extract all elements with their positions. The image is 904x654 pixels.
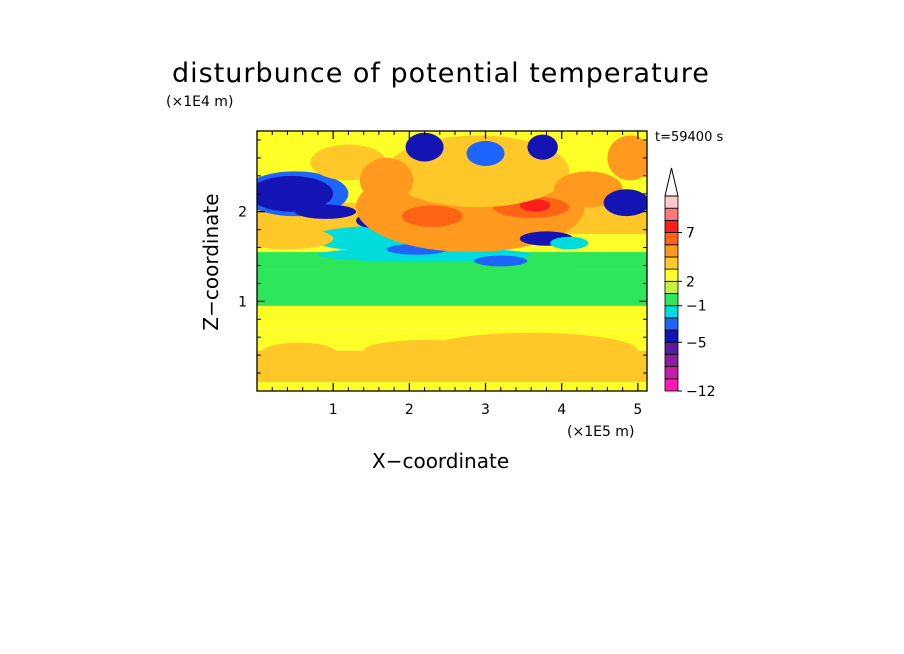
- field-region: [295, 204, 357, 219]
- field-region: [519, 199, 551, 212]
- field-region: [260, 342, 337, 365]
- colorbar-label: −5: [686, 335, 707, 351]
- colorbar-extend-arrow: [664, 167, 679, 197]
- field-region: [257, 175, 334, 212]
- y-tick-label: 1: [238, 294, 247, 310]
- x-tick-label: 4: [557, 402, 566, 418]
- colorbar-swatch: [664, 232, 679, 246]
- colorbar-label: −1: [686, 299, 707, 315]
- colorbar-swatch: [664, 219, 679, 233]
- colorbar-swatch: [664, 256, 679, 270]
- colorbar-swatch: [664, 280, 679, 294]
- colorbar-swatch: [664, 378, 679, 392]
- field-region: [401, 205, 463, 227]
- colorbar-swatch: [664, 268, 679, 282]
- y-tick-label: 2: [238, 205, 247, 221]
- colorbar-swatch: [664, 329, 679, 343]
- field-region: [603, 189, 647, 217]
- chart-title: disturbunce of potential temperature: [172, 58, 710, 89]
- axes: 1 2 3 4 5 1 2: [238, 131, 647, 418]
- field-region: [405, 132, 444, 162]
- field-region: [359, 157, 414, 203]
- x-tick-label: 5: [633, 402, 642, 418]
- colorbar-swatch: [664, 366, 679, 380]
- field-region: [363, 339, 486, 362]
- field-region: [550, 236, 589, 250]
- field-region: [466, 140, 505, 166]
- colorbar-label: 2: [686, 274, 695, 290]
- x-tick-label: 2: [405, 402, 414, 418]
- y-axis-unit: (×1E4 m): [166, 94, 234, 110]
- x-tick-label: 1: [329, 402, 338, 418]
- x-axis-unit: (×1E5 m): [567, 424, 635, 440]
- time-annotation: t=59400 s: [655, 130, 724, 145]
- colorbar-label: 7: [686, 226, 695, 242]
- field-region: [257, 227, 334, 250]
- field-band: [257, 382, 647, 391]
- colorbar: −12−5−127: [664, 167, 716, 400]
- colorbar-swatch: [664, 341, 679, 355]
- colorbar-swatch: [664, 317, 679, 331]
- colorbar-swatch: [664, 354, 679, 368]
- colorbar-swatch: [664, 305, 679, 319]
- field-band: [257, 305, 647, 329]
- field-region: [474, 255, 528, 267]
- field-region: [607, 135, 647, 181]
- field-region: [527, 134, 558, 160]
- field-region: [424, 332, 638, 369]
- colorbar-swatch: [664, 195, 679, 209]
- x-axis-label: X−coordinate: [372, 449, 510, 473]
- field-layer: [257, 131, 647, 391]
- x-tick-label: 3: [481, 402, 490, 418]
- colorbar-swatch: [664, 244, 679, 258]
- colorbar-swatch: [664, 293, 679, 307]
- colorbar-swatch: [664, 207, 679, 221]
- field-region: [257, 265, 638, 302]
- colorbar-label: −12: [686, 384, 716, 400]
- plot-frame: [256, 130, 648, 392]
